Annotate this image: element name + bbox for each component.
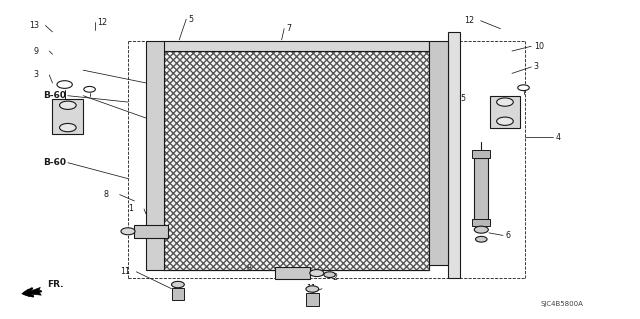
Circle shape: [497, 98, 513, 106]
Text: 2: 2: [333, 273, 338, 282]
Bar: [275, 267, 310, 279]
Text: SJC4B5800A: SJC4B5800A: [541, 301, 584, 307]
Text: 3: 3: [33, 70, 38, 79]
Text: 1: 1: [128, 204, 133, 213]
Circle shape: [172, 281, 184, 288]
Circle shape: [84, 86, 95, 92]
Circle shape: [60, 123, 76, 132]
Bar: [472, 150, 490, 158]
Text: 12: 12: [97, 18, 108, 27]
Text: FR.: FR.: [47, 280, 63, 289]
Bar: [472, 219, 490, 226]
Circle shape: [497, 117, 513, 125]
Text: 3: 3: [534, 63, 539, 71]
Text: 6: 6: [506, 231, 511, 240]
Text: 11: 11: [120, 267, 131, 276]
Bar: [52, 99, 83, 134]
Circle shape: [306, 286, 319, 292]
Bar: [134, 225, 168, 238]
Bar: [448, 32, 460, 278]
Text: 11: 11: [306, 284, 316, 293]
Bar: [163, 51, 429, 270]
Circle shape: [324, 272, 335, 278]
Circle shape: [310, 270, 324, 277]
Circle shape: [518, 85, 529, 91]
Bar: [429, 41, 448, 265]
Text: 12: 12: [465, 16, 475, 25]
Bar: [172, 288, 184, 300]
Text: 10: 10: [534, 42, 544, 51]
Circle shape: [121, 228, 135, 235]
Circle shape: [476, 236, 487, 242]
Text: 5: 5: [189, 15, 194, 24]
Circle shape: [60, 101, 76, 109]
Text: 8: 8: [246, 264, 252, 273]
Circle shape: [57, 81, 72, 88]
Circle shape: [474, 226, 488, 233]
Text: 7: 7: [287, 24, 292, 33]
Text: 4: 4: [556, 133, 561, 142]
Bar: [306, 293, 319, 306]
Text: 13: 13: [29, 21, 40, 30]
Bar: [474, 158, 488, 220]
Bar: [490, 96, 520, 128]
Bar: [163, 51, 429, 270]
Text: B-60: B-60: [44, 158, 67, 167]
Text: 5: 5: [461, 94, 466, 103]
Bar: [163, 41, 429, 51]
Text: B-60: B-60: [44, 91, 67, 100]
Bar: [146, 41, 164, 270]
Text: 8: 8: [104, 190, 109, 199]
Text: 9: 9: [33, 47, 38, 56]
